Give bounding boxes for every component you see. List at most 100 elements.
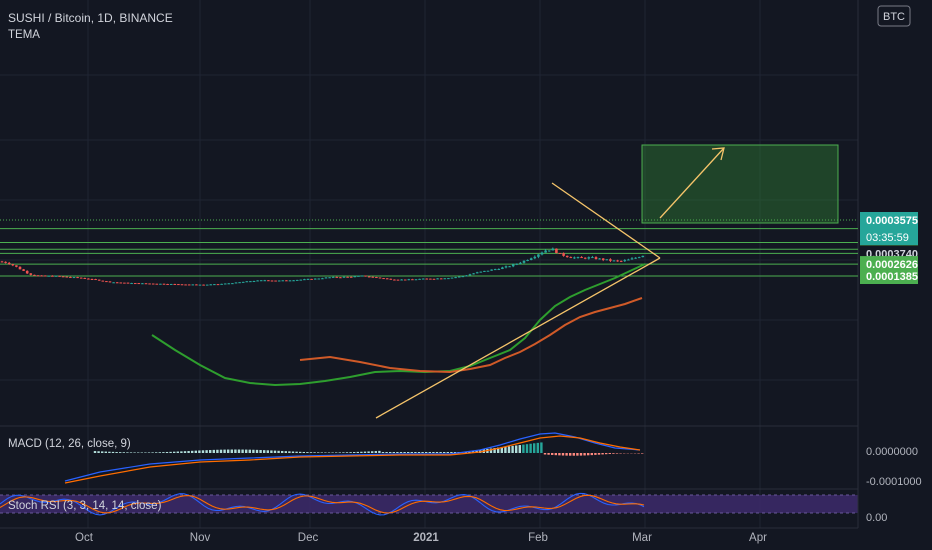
- candle-body: [429, 278, 432, 280]
- candle-body: [360, 275, 364, 277]
- candle-body: [43, 275, 47, 277]
- candle-body: [465, 275, 468, 277]
- candle-body: [7, 262, 11, 265]
- macd-hist-bar: [234, 449, 237, 453]
- candle-body: [576, 257, 580, 259]
- stoch-rsi-band: [0, 495, 858, 513]
- stoch-tick-label: 0.00: [866, 512, 887, 524]
- candle-body: [378, 277, 382, 279]
- candle-body: [90, 278, 94, 280]
- candle-body: [180, 284, 184, 286]
- macd-hist-bar: [353, 452, 356, 453]
- candle-body: [349, 276, 353, 278]
- candle-body: [414, 279, 418, 281]
- macd-hist-bar: [507, 446, 511, 453]
- candles: [0, 247, 645, 286]
- macd-hist-bar: [511, 445, 514, 453]
- candle-body: [432, 278, 436, 280]
- macd-hist-bar: [335, 452, 338, 453]
- candle-body: [385, 278, 389, 280]
- candle-body: [11, 264, 15, 266]
- candle-body: [443, 278, 447, 280]
- candle-body: [198, 284, 202, 286]
- macd-hist-bar: [216, 449, 219, 453]
- currency-badge[interactable]: BTC: [877, 5, 911, 27]
- macd-hist-bar: [641, 453, 644, 454]
- macd-hist-bar: [223, 449, 226, 453]
- macd-hist-bar: [536, 442, 539, 453]
- macd-hist-bar: [201, 450, 205, 453]
- descending-trendline[interactable]: [551, 182, 661, 259]
- candle-body: [389, 278, 393, 280]
- target-arrow-line[interactable]: [659, 147, 725, 219]
- candle-body: [619, 260, 623, 262]
- candle-body: [285, 280, 288, 282]
- candle-body: [331, 276, 335, 278]
- candle-body: [339, 277, 342, 279]
- macd-hist-bar: [93, 451, 97, 453]
- macd-hist-bar: [288, 451, 291, 453]
- macd-hist-bar: [450, 452, 453, 453]
- candle-body: [418, 278, 421, 280]
- target-arrow-head-icon: [711, 147, 725, 161]
- macd-hist-bar: [547, 453, 550, 455]
- candle-body: [227, 283, 231, 285]
- macd-hist-bar: [349, 452, 352, 453]
- macd-hist-bar: [219, 449, 223, 453]
- candle-body: [450, 277, 454, 279]
- candle-body: [367, 276, 371, 278]
- macd-hist-bar: [252, 449, 255, 453]
- stoch-rsi-label: Stoch RSI (3, 3, 14, 14, close): [8, 500, 162, 512]
- candle-body: [72, 277, 76, 279]
- macd-hist-bar: [522, 444, 525, 453]
- macd-hist-bar: [129, 452, 133, 453]
- ascending-trendline[interactable]: [375, 257, 661, 419]
- candle-body: [601, 258, 605, 260]
- macd-hist-bar: [497, 447, 500, 453]
- candle-body: [598, 258, 601, 260]
- macd-hist-bar: [147, 452, 151, 453]
- macd-hist-bar: [425, 452, 428, 453]
- candle-body: [123, 282, 126, 284]
- macd-hist-bar: [173, 451, 176, 453]
- macd-hist-bar: [576, 453, 579, 456]
- price-label-bg: [860, 212, 918, 228]
- macd-hist-bar: [281, 450, 284, 453]
- candle-body: [148, 283, 151, 285]
- candle-body: [493, 269, 497, 271]
- macd-hist-bar: [594, 453, 597, 455]
- macd-hist-bar: [389, 452, 392, 453]
- macd-hist-bar: [540, 442, 543, 453]
- candle-body: [472, 273, 475, 275]
- price-level-labels: 0.00063230.00048800.00041710.00037400.00…: [860, 212, 918, 285]
- candle-body: [436, 278, 439, 280]
- candle-body: [306, 278, 310, 280]
- target-zone-box[interactable]: [641, 144, 839, 224]
- candle-body: [25, 270, 29, 274]
- price-label-bg: [860, 268, 918, 285]
- candle-body: [58, 275, 61, 277]
- candle-body: [112, 282, 115, 284]
- candle-body: [519, 262, 522, 264]
- macd-hist-bar: [385, 452, 388, 453]
- macd-hist-bar: [237, 449, 241, 453]
- macd-hist-bar: [608, 453, 611, 454]
- candle-body: [439, 278, 443, 280]
- candle-body: [396, 279, 400, 281]
- macd-hist-bar: [119, 452, 122, 453]
- macd-hist-bar: [439, 452, 442, 453]
- candle-body: [479, 271, 483, 273]
- macd-hist-bar: [245, 449, 248, 453]
- macd-hist-bar: [158, 452, 161, 453]
- macd-tick-label: -0.0001000: [866, 476, 922, 488]
- macd-hist-bar: [421, 452, 424, 453]
- time-tick-label: Dec: [298, 532, 319, 544]
- macd-hist-bar: [180, 451, 183, 453]
- candle-body: [641, 255, 645, 258]
- macd-hist-bar: [410, 452, 413, 453]
- candle-body: [213, 284, 216, 286]
- candle-body: [357, 275, 360, 277]
- macd-hist-bar: [414, 452, 417, 453]
- macd-hist-bar: [306, 452, 309, 453]
